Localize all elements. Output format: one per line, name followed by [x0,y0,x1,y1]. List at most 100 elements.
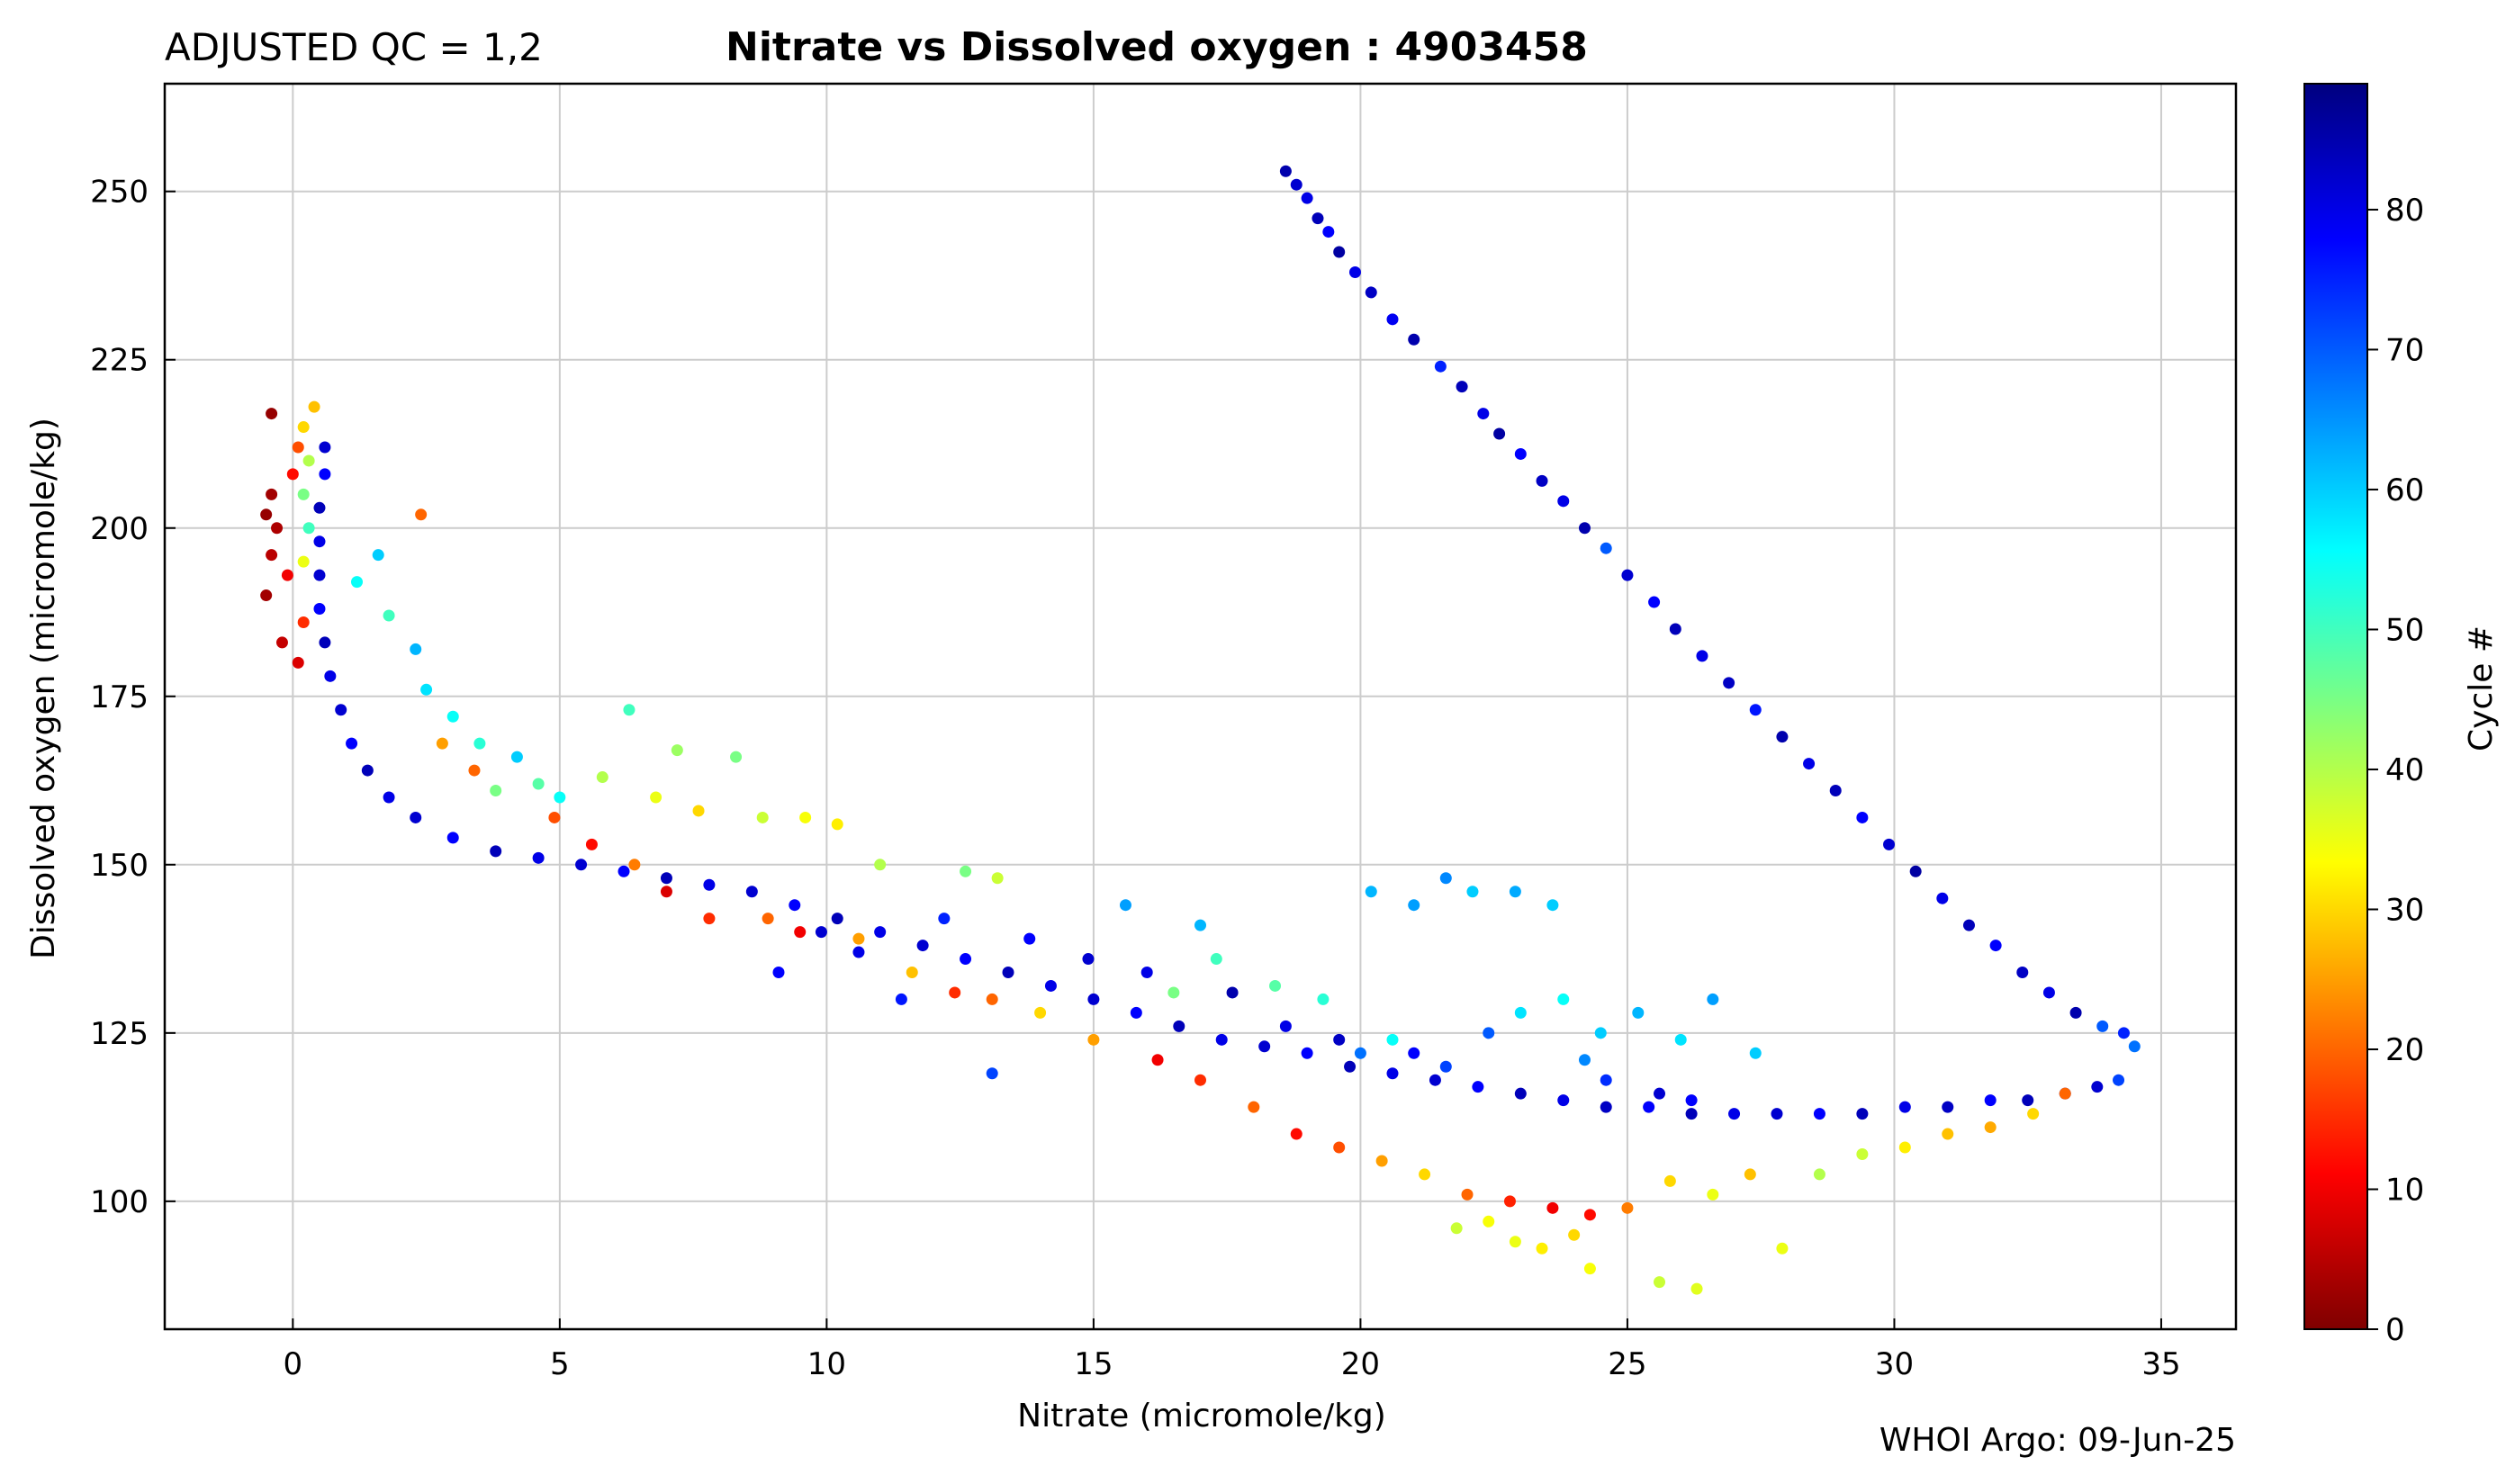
data-point [1936,892,1949,904]
data-point [1344,1060,1357,1073]
data-point [1194,1074,1206,1086]
data-point [554,791,566,804]
data-point [350,576,363,589]
data-point [410,643,422,655]
data-point [510,751,523,763]
data-point [1408,899,1420,912]
data-point [1301,1047,1313,1059]
data-point [1707,1188,1719,1201]
data-point [490,845,502,858]
data-point [1674,1033,1687,1046]
data-point [1386,1067,1399,1080]
data-point [1696,650,1708,662]
x-tick-label: 25 [1608,1346,1646,1382]
data-point [1728,1108,1741,1120]
data-point [383,791,395,804]
footer-credit: WHOI Argo: 09-Jun-25 [1879,1422,2236,1459]
data-point [1483,1215,1495,1228]
data-point [1744,1168,1756,1181]
data-point [1461,1188,1474,1201]
data-point [1749,1047,1762,1059]
colorbar-tick-label: 0 [2385,1312,2405,1348]
data-point [799,811,812,823]
data-point [1690,1282,1703,1295]
data-point [1909,865,1922,877]
data-point [831,818,843,831]
grid-lines [165,84,2236,1329]
data-point [745,886,758,898]
data-point [960,865,972,877]
data-point [1493,427,1506,440]
data-point [1375,1155,1388,1167]
data-point [1429,1074,1441,1086]
data-point [660,872,672,885]
y-axis-ticks: 100 125 150 175 200 225 250 [90,175,176,1220]
data-point [1536,474,1548,487]
data-point [1365,886,1377,898]
data-point [2069,1006,2082,1019]
data-point [1942,1128,1954,1140]
data-point [1348,265,1361,278]
chart-title: Nitrate vs Dissolved oxygen : 4903458 [726,24,1588,70]
data-point [1621,569,1634,581]
x-tick-label: 10 [807,1346,846,1382]
data-point [1503,1195,1516,1208]
data-point [874,926,887,939]
data-point [383,609,395,622]
x-axis-ticks: 0 5 10 15 20 25 30 35 [284,1318,2181,1382]
data-point [302,454,315,467]
data-point [1984,1121,1997,1134]
data-point [1707,993,1719,1005]
data-point [1583,1209,1596,1221]
data-point [281,569,293,581]
data-point [1130,1006,1142,1019]
data-point [1771,1108,1783,1120]
data-point [420,683,433,696]
data-point [1898,1101,1911,1113]
data-point [1483,1027,1495,1039]
data-point [1578,1054,1591,1066]
data-point [1514,1087,1527,1100]
data-point [692,805,705,817]
data-point [1648,596,1661,608]
colorbar-tick-label: 60 [2385,472,2424,508]
data-point [1856,1108,1869,1120]
qc-label: ADJUSTED QC = 1,2 [165,25,543,69]
data-point [1776,1242,1789,1255]
data-point [1279,165,1292,177]
data-point [1333,246,1346,258]
data-point [1226,986,1239,999]
data-point [292,441,304,454]
data-point [986,1067,998,1080]
data-point [1333,1033,1346,1046]
y-tick-label: 200 [90,511,149,547]
data-point [1087,1033,1100,1046]
data-point [1269,979,1282,992]
data-point [628,859,641,871]
data-point [446,832,459,844]
data-point [410,811,422,823]
data-point [660,886,672,898]
colorbar-tick-label: 70 [2385,332,2424,368]
data-point [1119,899,1131,912]
data-point [1514,1006,1527,1019]
data-point [548,811,561,823]
data-point [1317,993,1330,1005]
data-point [1408,1047,1420,1059]
data-point [297,616,310,628]
colorbar-tick-label: 10 [2385,1172,2424,1208]
data-point [703,913,716,925]
data-point [1279,1020,1292,1032]
data-point [346,737,358,750]
data-point [1173,1020,1185,1032]
data-point [313,569,326,581]
data-point [532,851,545,864]
data-point [2022,1094,2034,1107]
data-point [1856,1147,1869,1160]
data-point [372,549,384,562]
data-point [1301,192,1313,204]
data-point [1685,1094,1698,1107]
scatter-points [260,165,2141,1295]
data-point [815,926,827,939]
data-point [949,986,961,999]
